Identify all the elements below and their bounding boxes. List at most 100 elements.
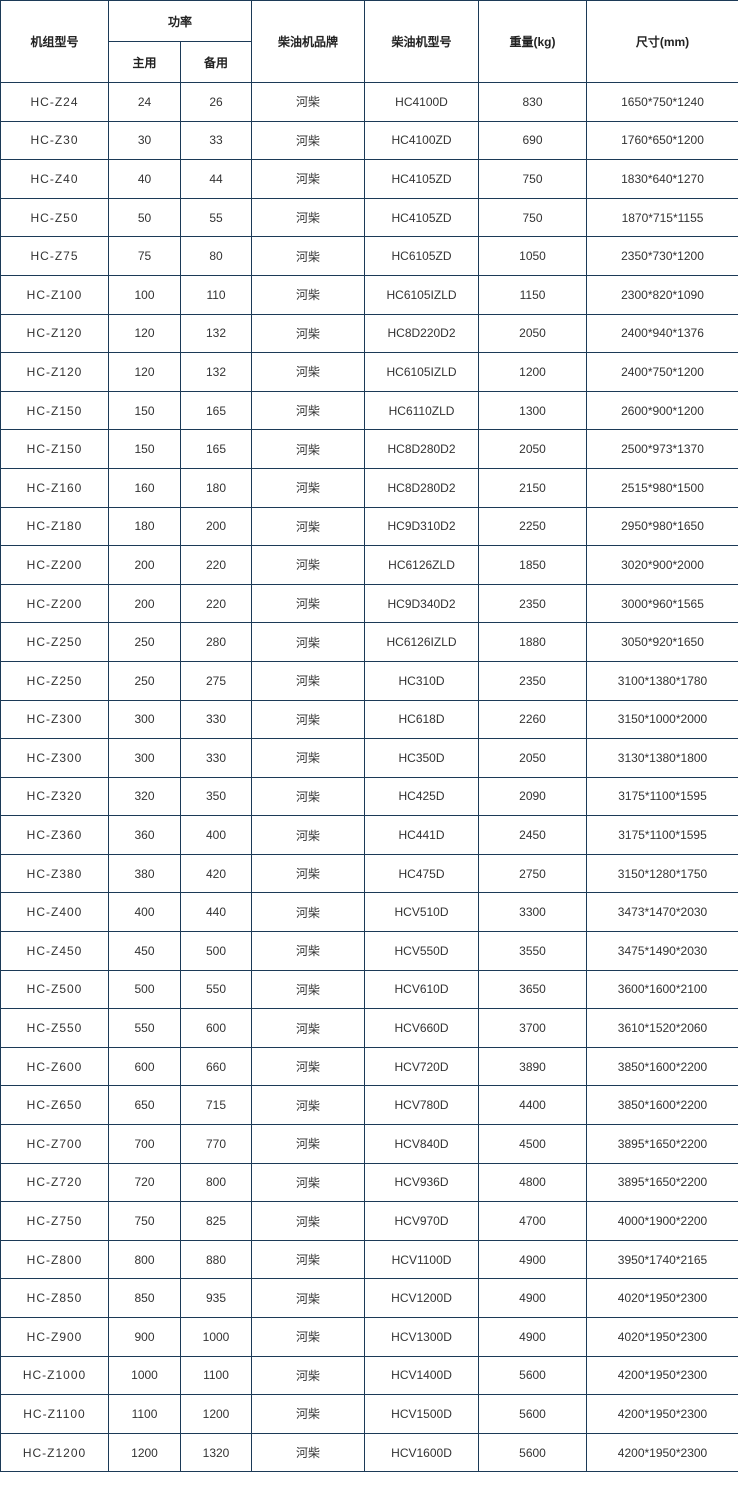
cell-brand: 河柴 (251, 159, 366, 199)
cell-brand: 河柴 (251, 1162, 366, 1203)
cell-brand: 河柴 (251, 853, 366, 894)
table-row: HC-Z650 650 715 河柴 HCV780D 4400 3850*1600*2200 (0, 1085, 738, 1126)
cell-engine: HC9D340D2 (364, 583, 480, 624)
cell-standby-power: 280 (179, 622, 253, 662)
cell-brand: 河柴 (251, 738, 366, 778)
table-row: HC-Z100 100 110 河柴 HC6105IZLD 1150 2300*820*10… (0, 274, 738, 315)
cell-size: 2300*820*1090 (586, 274, 738, 315)
cell-standby-power: 275 (179, 660, 253, 701)
cell-weight: 3550 (478, 931, 588, 971)
cell-standby-power: 350 (179, 776, 253, 817)
cell-brand: 河柴 (251, 892, 366, 933)
cell-standby-power: 880 (179, 1239, 253, 1280)
cell-model: HC-Z450 (0, 931, 109, 971)
cell-engine: HC8D280D2 (364, 429, 480, 469)
cell-model: HC-Z650 (0, 1085, 109, 1126)
table-row: HC-Z160 160 180 河柴 HC8D280D2 2150 2515*980*150… (0, 467, 738, 508)
table-row: HC-Z320 320 350 河柴 HC425D 2090 3175*1100*1595 (0, 776, 738, 817)
cell-size: 4020*1950*2300 (586, 1317, 738, 1357)
cell-brand: 河柴 (251, 776, 366, 817)
cell-size: 2515*980*1500 (586, 467, 738, 508)
cell-model: HC-Z600 (0, 1046, 109, 1087)
cell-size: 3175*1100*1595 (586, 815, 738, 855)
cell-size: 2400*750*1200 (586, 352, 738, 392)
header-size: 尺寸(mm) (586, 0, 738, 83)
cell-model: HC-Z75 (0, 236, 109, 276)
cell-model: HC-Z150 (0, 390, 109, 431)
cell-standby-power: 400 (179, 815, 253, 855)
cell-size: 2950*980*1650 (586, 506, 738, 547)
cell-standby-power: 1320 (179, 1432, 253, 1473)
cell-engine: HC475D (364, 853, 480, 894)
cell-model: HC-Z700 (0, 1124, 109, 1164)
cell-model: HC-Z400 (0, 892, 109, 933)
cell-size: 3850*1600*2200 (586, 1046, 738, 1087)
cell-weight: 3650 (478, 969, 588, 1010)
cell-brand: 河柴 (251, 699, 366, 740)
cell-standby-power: 660 (179, 1046, 253, 1087)
cell-standby-power: 33 (179, 120, 253, 161)
cell-engine: HCV1100D (364, 1239, 480, 1280)
cell-weight: 1200 (478, 352, 588, 392)
cell-model: HC-Z180 (0, 506, 109, 547)
cell-standby-power: 935 (179, 1278, 253, 1318)
cell-weight: 3890 (478, 1046, 588, 1087)
table-row: HC-Z380 380 420 河柴 HC475D 2750 3150*1280*1750 (0, 853, 738, 894)
cell-standby-power: 420 (179, 853, 253, 894)
cell-standby-power: 330 (179, 738, 253, 778)
table-row: HC-Z150 150 165 河柴 HC6110ZLD 1300 2600*900*120… (0, 390, 738, 431)
cell-brand: 河柴 (251, 1046, 366, 1087)
cell-engine: HCV840D (364, 1124, 480, 1164)
cell-prime-power: 40 (108, 159, 181, 199)
cell-prime-power: 360 (108, 815, 181, 855)
cell-model: HC-Z360 (0, 815, 109, 855)
table-row: HC-Z700 700 770 河柴 HCV840D 4500 3895*1650*2200 (0, 1124, 738, 1164)
cell-standby-power: 80 (179, 236, 253, 276)
cell-size: 3950*1740*2165 (586, 1239, 738, 1280)
cell-brand: 河柴 (251, 931, 366, 971)
cell-brand: 河柴 (251, 236, 366, 276)
cell-model: HC-Z50 (0, 197, 109, 238)
cell-weight: 2450 (478, 815, 588, 855)
table-row: HC-Z200 200 220 河柴 HC6126ZLD 1850 3020*900*200… (0, 545, 738, 585)
table-row: HC-Z550 550 600 河柴 HCV660D 3700 3610*1520*2060 (0, 1008, 738, 1048)
cell-size: 3100*1380*1780 (586, 660, 738, 701)
cell-model: HC-Z120 (0, 313, 109, 354)
cell-model: HC-Z1000 (0, 1355, 109, 1396)
cell-standby-power: 600 (179, 1008, 253, 1048)
cell-size: 2350*730*1200 (586, 236, 738, 276)
cell-size: 2600*900*1200 (586, 390, 738, 431)
cell-engine: HC6105IZLD (364, 352, 480, 392)
table-row: HC-Z50 50 55 河柴 HC4105ZD 750 1870*715*1155 (0, 197, 738, 238)
cell-model: HC-Z320 (0, 776, 109, 817)
table-row: HC-Z1200 1200 1320 河柴 HCV1600D 5600 4200*1950*… (0, 1432, 738, 1473)
cell-model: HC-Z100 (0, 274, 109, 315)
cell-weight: 4900 (478, 1317, 588, 1357)
cell-size: 3600*1600*2100 (586, 969, 738, 1010)
cell-model: HC-Z120 (0, 352, 109, 392)
cell-weight: 1150 (478, 274, 588, 315)
cell-engine: HC6110ZLD (364, 390, 480, 431)
cell-size: 3130*1380*1800 (586, 738, 738, 778)
cell-weight: 750 (478, 197, 588, 238)
cell-prime-power: 450 (108, 931, 181, 971)
cell-brand: 河柴 (251, 622, 366, 662)
cell-prime-power: 320 (108, 776, 181, 817)
cell-size: 3000*960*1565 (586, 583, 738, 624)
cell-engine: HCV936D (364, 1162, 480, 1203)
cell-engine: HCV510D (364, 892, 480, 933)
cell-brand: 河柴 (251, 1085, 366, 1126)
table-row: HC-Z500 500 550 河柴 HCV610D 3650 3600*1600*2100 (0, 969, 738, 1010)
cell-engine: HC425D (364, 776, 480, 817)
cell-brand: 河柴 (251, 545, 366, 585)
cell-model: HC-Z1100 (0, 1394, 109, 1434)
cell-size: 3050*920*1650 (586, 622, 738, 662)
cell-engine: HCV970D (364, 1201, 480, 1241)
cell-weight: 2350 (478, 583, 588, 624)
table-row: HC-Z1000 1000 1100 河柴 HCV1400D 5600 4200*1950*… (0, 1355, 738, 1396)
cell-size: 3895*1650*2200 (586, 1162, 738, 1203)
cell-model: HC-Z800 (0, 1239, 109, 1280)
cell-prime-power: 24 (108, 82, 181, 122)
cell-weight: 2350 (478, 660, 588, 701)
cell-weight: 2150 (478, 467, 588, 508)
